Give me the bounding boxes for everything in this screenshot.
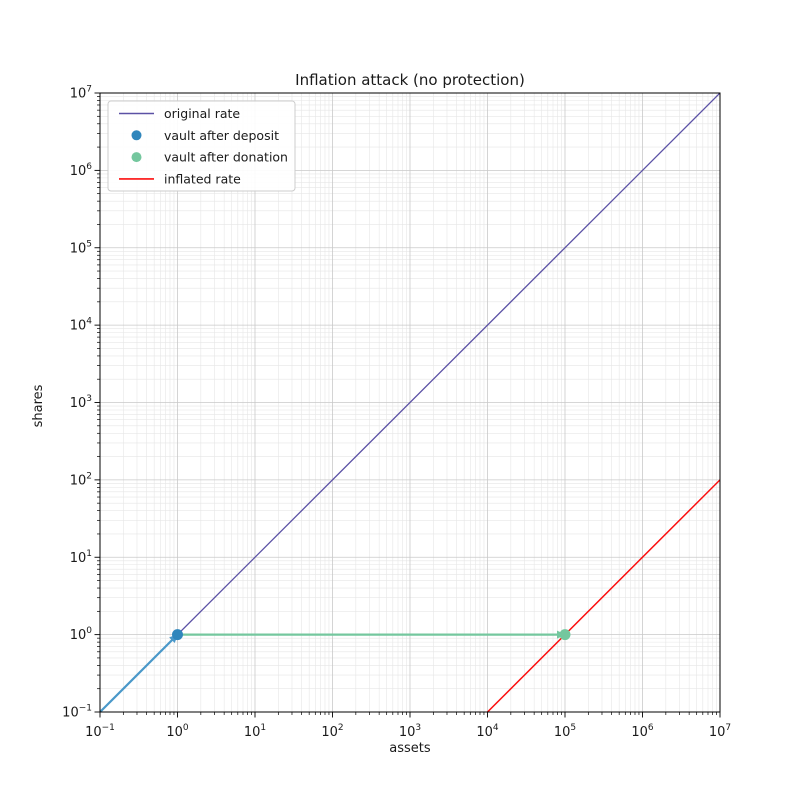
x-tick-label: 101 bbox=[244, 723, 266, 740]
y-tick-label: 106 bbox=[70, 162, 93, 179]
series-original-rate bbox=[100, 93, 720, 712]
legend-swatch-marker bbox=[131, 152, 142, 163]
y-tick-label: 107 bbox=[70, 85, 92, 102]
legend-label: inflated rate bbox=[164, 171, 241, 186]
x-tick-label: 104 bbox=[476, 723, 499, 740]
x-tick-label: 102 bbox=[321, 723, 343, 740]
y-tick-label: 10−1 bbox=[62, 704, 92, 721]
legend-swatch-marker bbox=[131, 130, 142, 141]
legend-label: original rate bbox=[164, 106, 240, 121]
series-inflated-rate bbox=[486, 479, 720, 712]
x-tick-label: 106 bbox=[631, 723, 654, 740]
point-vault-after-deposit bbox=[172, 629, 183, 641]
legend-box bbox=[107, 100, 296, 192]
x-tick-label: 100 bbox=[166, 723, 189, 740]
point-vault-after-donation bbox=[559, 629, 571, 641]
y-tick-label: 102 bbox=[70, 471, 92, 488]
legend-label: vault after deposit bbox=[164, 128, 279, 143]
chart-title: Inflation attack (no protection) bbox=[295, 71, 525, 89]
x-tick-label: 107 bbox=[709, 723, 731, 740]
legend-item-vault-after-donation: vault after donation bbox=[131, 150, 288, 165]
legend-label: vault after donation bbox=[164, 150, 288, 165]
legend-item-inflated-rate: inflated rate bbox=[119, 171, 241, 186]
x-tick-label: 10−1 bbox=[85, 723, 115, 740]
y-tick-label: 104 bbox=[70, 317, 93, 334]
legend-item-vault-after-deposit: vault after deposit bbox=[131, 128, 279, 143]
x-tick-label: 105 bbox=[554, 723, 576, 740]
data-layer bbox=[100, 93, 720, 712]
legend: original rate vault after deposit vault af… bbox=[107, 100, 296, 192]
y-tick-label: 101 bbox=[70, 549, 92, 566]
legend-item-original-rate: original rate bbox=[119, 106, 240, 121]
annotation-deposit-arrow bbox=[100, 633, 179, 712]
y-tick-label: 103 bbox=[70, 394, 92, 411]
y-axis-label: shares bbox=[31, 384, 46, 427]
x-axis-label: assets bbox=[389, 741, 431, 756]
y-tick-label: 100 bbox=[70, 626, 93, 643]
axis-ticks bbox=[94, 92, 721, 718]
x-tick-label: 103 bbox=[399, 723, 421, 740]
y-tick-label: 105 bbox=[70, 239, 92, 256]
